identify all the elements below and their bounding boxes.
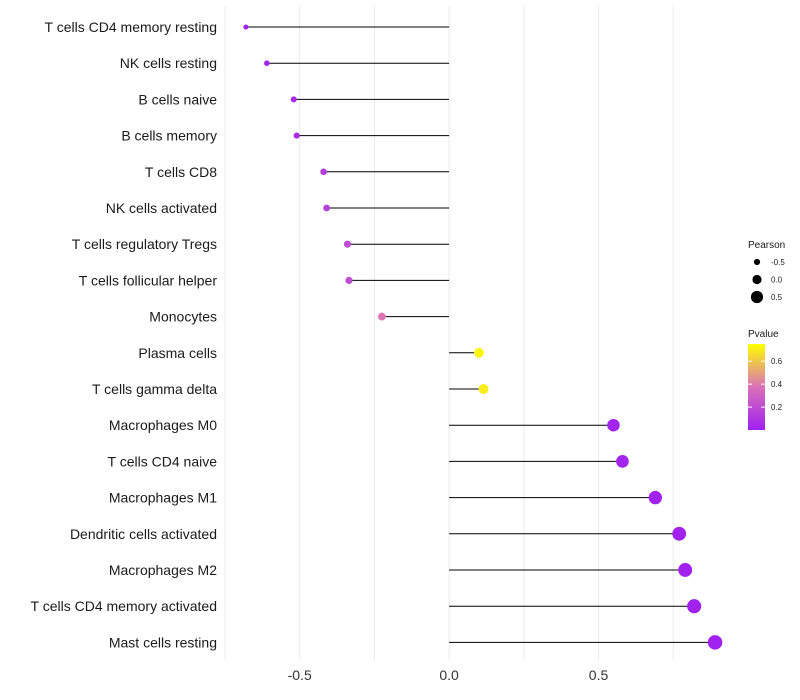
lollipop-point [293,132,300,139]
lollipop-point [672,526,687,541]
category-label: Macrophages M0 [109,417,217,433]
category-label: T cells regulatory Tregs [72,236,217,252]
colorbar-tick-label: 0.4 [771,380,783,389]
category-label: B cells memory [121,128,217,144]
x-tick-label: 0.5 [589,667,609,683]
colorbar-tick-label: 0.2 [771,403,783,412]
grid-layer [224,6,674,660]
lollipop-point [616,455,629,468]
category-label: T cells CD8 [145,164,217,180]
category-label: Macrophages M1 [109,490,217,506]
lollipop-point [320,168,327,176]
size-legend-label: 0.0 [771,276,783,285]
lollipop-point [607,418,620,432]
category-label: Mast cells resting [109,634,217,650]
lollipop-point [474,347,484,358]
category-label: T cells gamma delta [92,381,217,397]
category-label: T cells CD4 naive [108,453,218,469]
stem-layer [245,26,716,643]
lollipop-point [323,204,330,212]
lollipop-point [345,276,353,284]
category-label: T cells follicular helper [79,272,218,288]
category-label: Dendritic cells activated [70,526,217,542]
category-label: Plasma cells [138,345,217,361]
x-tick-label: -0.5 [288,667,312,683]
colorbar-tick-label: 0.6 [771,357,783,366]
pvalue-colorbar [748,344,765,430]
lollipop-point [343,240,352,248]
lollipop-point [264,60,270,66]
category-label: NK cells activated [106,200,217,216]
legend: Pearson Pvalue -0.5 0.0 0.5 0.6 0.4 0.2 [748,240,785,430]
category-label: T cells CD4 memory activated [31,598,217,614]
lollipop-point [707,635,723,650]
lollipop-point [290,96,297,103]
lollipop-point [243,24,249,30]
size-legend-key [753,258,761,266]
category-label: T cells CD4 memory resting [45,19,217,35]
category-label: Macrophages M2 [109,562,217,578]
size-legend-label: -0.5 [771,258,785,267]
size-legend-key [752,274,762,285]
category-label: NK cells resting [120,55,217,71]
lollipop-point [678,563,693,577]
x-axis-ticks: -0.5 0.0 0.5 [288,667,609,683]
color-legend-title: Pvalue [748,329,779,340]
x-tick-label: 0.0 [439,667,459,683]
lollipop-point [687,599,702,614]
size-legend-label: 0.5 [771,293,783,302]
lollipop-point [377,312,386,321]
size-legend-key [750,290,764,304]
category-label: Monocytes [149,309,217,325]
lollipop-point [648,490,662,505]
size-legend-title: Pearson [748,240,785,251]
point-layer [243,24,723,650]
category-labels: T cells CD4 memory resting NK cells resti… [31,19,218,650]
lollipop-point [478,384,489,394]
category-label: B cells naive [138,91,217,107]
